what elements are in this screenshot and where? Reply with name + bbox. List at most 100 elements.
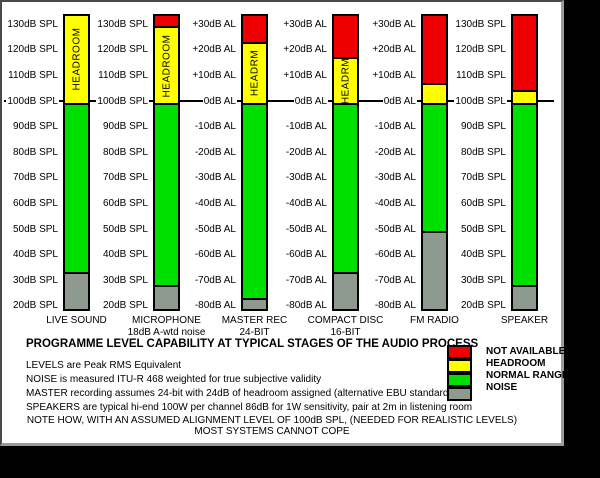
segment-noise-live-sound (65, 271, 88, 309)
bar-master-rec: HEADRM (241, 13, 268, 311)
scale-label-text: 110dB SPL (455, 69, 507, 81)
scale-label-text: -10dB AL (193, 121, 237, 133)
scale-label-text: -30dB AL (284, 172, 328, 184)
footnote-line-2: MOST SYSTEMS CANNOT COPE (194, 426, 350, 437)
legend-label-noise: NOISE (486, 382, 518, 393)
legend: NOT AVAILABLE HEADROOM NORMAL RANGE NOISE (447, 345, 569, 401)
scale-label-text: 30dB SPL (11, 274, 59, 286)
scale-label-fm-radio: -40dB AL (359, 197, 417, 210)
segment-normal-speaker (513, 102, 536, 285)
column-label-compact-disc: COMPACT DISC 16-BIT (281, 315, 411, 338)
scale-label-compact-disc: -40dB AL (270, 197, 328, 210)
segment-normal-compact-disc (334, 102, 357, 272)
scale-label-speaker: 120dB SPL (449, 43, 507, 56)
legend-swatch-noise (447, 387, 472, 401)
scale-label-text: -20dB AL (193, 146, 237, 158)
scale-label-text: +10dB AL (371, 69, 417, 81)
segment-not_available-fm-radio (423, 15, 446, 83)
scale-label-text: -50dB AL (193, 223, 237, 235)
legend-swatch-not_available (447, 345, 472, 359)
bar-compact-disc: HEADRM (332, 13, 359, 311)
scale-label-text: -50dB AL (284, 223, 328, 235)
scale-label-compact-disc: -20dB AL (270, 146, 328, 159)
scale-label-compact-disc: +20dB AL (270, 43, 328, 56)
column-label-fm-radio: FM RADIO (370, 315, 500, 327)
legend-label-normal: NORMAL RANGE (486, 370, 569, 381)
column-label-line: LIVE SOUND (46, 315, 107, 326)
segment-headroom-live-sound: HEADROOM (65, 15, 88, 103)
scale-label-live-sound: 30dB SPL (1, 274, 59, 287)
segment-headroom-speaker (513, 90, 536, 103)
scale-label-text: 100dB SPL (96, 95, 149, 107)
segment-normal-master-rec (243, 102, 266, 298)
scale-label-microphone: 130dB SPL (91, 18, 149, 31)
scale-label-live-sound: 90dB SPL (1, 120, 59, 133)
scale-label-master-rec: -70dB AL (179, 274, 237, 287)
scale-label-text: 110dB SPL (7, 69, 59, 81)
scale-label-fm-radio: -70dB AL (359, 274, 417, 287)
scale-label-text: 130dB SPL (96, 18, 149, 30)
legend-swatch-headroom (447, 359, 472, 373)
column-label-microphone: MICROPHONE 18dB A-wtd noise (102, 315, 232, 338)
alignment-level-line (4, 100, 554, 102)
scale-label-speaker: 30dB SPL (449, 274, 507, 287)
headroom-vertical-label: HEADRM (249, 50, 260, 97)
scale-label-speaker: 70dB SPL (449, 171, 507, 184)
legend-swatch-normal (447, 373, 472, 387)
headroom-vertical-label: HEADRM (340, 57, 351, 105)
scale-label-master-rec: +10dB AL (179, 69, 237, 82)
scale-label-fm-radio: +20dB AL (359, 43, 417, 56)
scale-label-live-sound: 40dB SPL (1, 248, 59, 261)
scale-label-text: +30dB AL (282, 18, 328, 30)
segment-not_available-compact-disc (334, 15, 357, 57)
scale-label-master-rec: -20dB AL (179, 146, 237, 159)
footnote-line-1: NOTE HOW, WITH AN ASSUMED ALIGNMENT LEVE… (26, 415, 518, 426)
bar-fm-radio (421, 13, 448, 311)
scale-label-text: 90dB SPL (101, 121, 149, 133)
note-speakers: SPEAKERS are typical hi-end 100W per cha… (26, 402, 473, 413)
scale-label-text: -30dB AL (373, 172, 417, 184)
scale-label-fm-radio: -80dB AL (359, 299, 417, 312)
column-label-line: MICROPHONE (132, 315, 201, 326)
note-levels: LEVELS are Peak RMS Equivalent (26, 360, 182, 371)
scale-label-microphone: 120dB SPL (91, 43, 149, 56)
legend-label-not_available: NOT AVAILABLE (486, 346, 566, 357)
scale-label-text: +20dB AL (371, 44, 417, 56)
scale-label-fm-radio: -50dB AL (359, 223, 417, 236)
scale-label-text: +30dB AL (191, 18, 237, 30)
scale-label-text: +10dB AL (282, 69, 328, 81)
scale-label-live-sound: 50dB SPL (1, 223, 59, 236)
scale-label-text: 0dB AL (382, 95, 417, 107)
scale-label-text: 40dB SPL (101, 249, 149, 261)
scale-label-text: -30dB AL (193, 172, 237, 184)
scale-label-text: 70dB SPL (11, 172, 59, 184)
scale-label-master-rec: -10dB AL (179, 120, 237, 133)
headroom-vertical-label: HEADROOM (71, 28, 82, 91)
chart-area: 130dB SPL 120dB SPL 110dB SPL 100dB SPL 90dB… (2, 2, 561, 443)
scale-label-speaker: 50dB SPL (449, 223, 507, 236)
scale-label-speaker: 20dB SPL (449, 299, 507, 312)
note-noise: NOISE is measured ITU-R 468 weighted for… (26, 374, 322, 385)
headroom-vertical-label: HEADROOM (161, 34, 172, 98)
segment-noise-speaker (513, 284, 536, 309)
scale-label-master-rec: -80dB AL (179, 299, 237, 312)
scale-label-speaker: 40dB SPL (449, 248, 507, 261)
scale-label-microphone: 50dB SPL (91, 223, 149, 236)
segment-normal-microphone (155, 102, 178, 285)
scale-label-text: 20dB SPL (11, 300, 59, 312)
scale-label-text: -10dB AL (373, 121, 417, 133)
scale-label-text: 0dB AL (293, 95, 328, 107)
scale-label-compact-disc: -30dB AL (270, 171, 328, 184)
scale-label-text: 60dB SPL (11, 197, 59, 209)
legend-label-headroom: HEADROOM (486, 358, 546, 369)
scale-label-text: -40dB AL (284, 197, 328, 209)
scale-label-microphone: 90dB SPL (91, 120, 149, 133)
scale-label-text: 20dB SPL (459, 300, 507, 312)
column-label-line: 18dB A-wtd noise (127, 326, 206, 338)
scale-label-master-rec: +20dB AL (179, 43, 237, 56)
segment-normal-fm-radio (423, 102, 446, 231)
scale-label-fm-radio: -60dB AL (359, 248, 417, 261)
chart-panel: 130dB SPL 120dB SPL 110dB SPL 100dB SPL 90dB… (0, 0, 564, 446)
scale-label-text: 120dB SPL (454, 44, 507, 56)
scale-label-live-sound: 60dB SPL (1, 197, 59, 210)
